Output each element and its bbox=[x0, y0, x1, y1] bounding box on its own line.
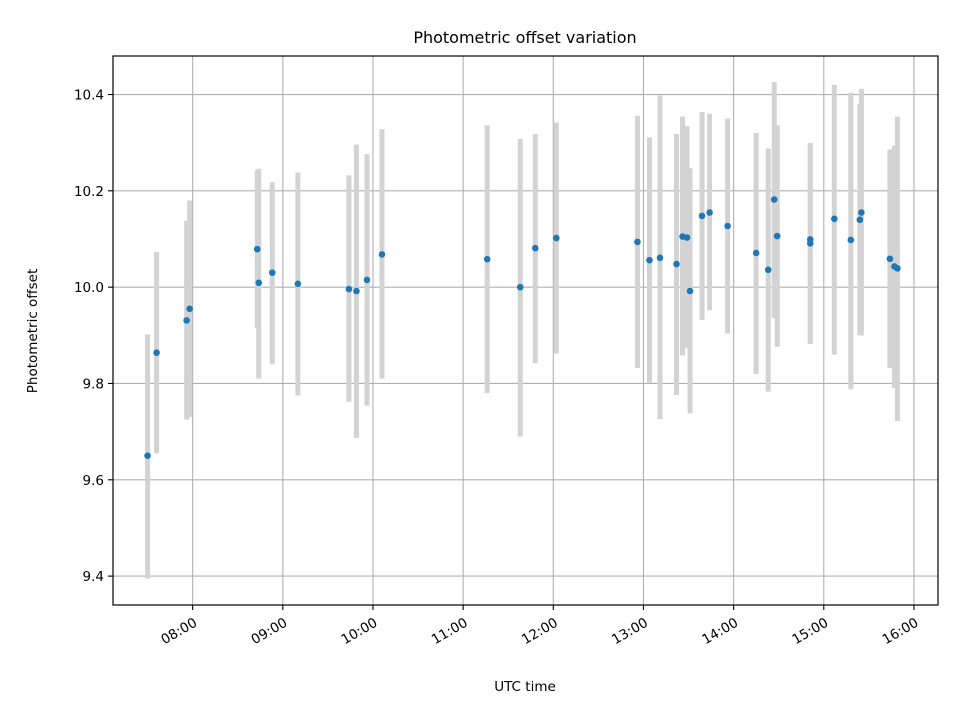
data-point bbox=[724, 222, 731, 230]
data-point bbox=[706, 209, 713, 216]
data-point bbox=[683, 234, 691, 241]
data-point bbox=[363, 276, 371, 284]
data-point bbox=[253, 245, 261, 253]
data-point bbox=[353, 287, 360, 295]
data-point bbox=[806, 240, 814, 247]
chart-title: Photometric offset variation bbox=[413, 28, 636, 47]
grid bbox=[113, 56, 938, 605]
y-tick-label: 9.8 bbox=[83, 376, 104, 392]
data-point bbox=[894, 265, 901, 272]
data-point bbox=[183, 317, 190, 324]
data-point bbox=[752, 249, 760, 257]
data-point bbox=[886, 255, 894, 263]
data-point bbox=[186, 305, 193, 313]
x-axis-title: UTC time bbox=[494, 679, 556, 695]
data-point bbox=[553, 234, 560, 242]
data-point bbox=[858, 209, 865, 216]
y-tick-label: 10.2 bbox=[74, 184, 104, 200]
data-point bbox=[764, 266, 772, 274]
y-tick-label: 9.4 bbox=[83, 569, 104, 585]
data-point bbox=[698, 212, 706, 220]
y-tick-label: 10.4 bbox=[74, 88, 104, 104]
plot-area-background bbox=[113, 56, 938, 605]
data-point bbox=[770, 196, 778, 203]
data-point bbox=[686, 287, 694, 295]
data-point bbox=[831, 215, 838, 223]
y-axis-title: Photometric offset bbox=[25, 269, 41, 393]
y-tick-label: 9.6 bbox=[83, 473, 104, 489]
y-tick-label: 10.0 bbox=[74, 280, 104, 296]
data-point bbox=[144, 452, 151, 460]
data-point bbox=[268, 269, 276, 277]
data-point bbox=[153, 349, 160, 356]
data-point bbox=[646, 256, 653, 264]
data-point bbox=[294, 280, 302, 288]
data-point bbox=[483, 255, 491, 263]
data-point bbox=[378, 251, 386, 258]
data-points bbox=[144, 196, 901, 460]
data-point bbox=[634, 238, 641, 246]
data-point bbox=[255, 279, 263, 287]
data-point bbox=[673, 260, 680, 268]
data-point bbox=[531, 244, 539, 252]
y-axis: 9.4 9.6 9.8 10.0 10.2 10.4 bbox=[74, 88, 113, 585]
plot-frame bbox=[112, 55, 939, 606]
data-point bbox=[773, 232, 781, 240]
data-point bbox=[847, 236, 855, 244]
data-point bbox=[656, 254, 664, 262]
data-point bbox=[345, 285, 353, 293]
data-point bbox=[516, 283, 524, 291]
data-point bbox=[856, 216, 864, 224]
